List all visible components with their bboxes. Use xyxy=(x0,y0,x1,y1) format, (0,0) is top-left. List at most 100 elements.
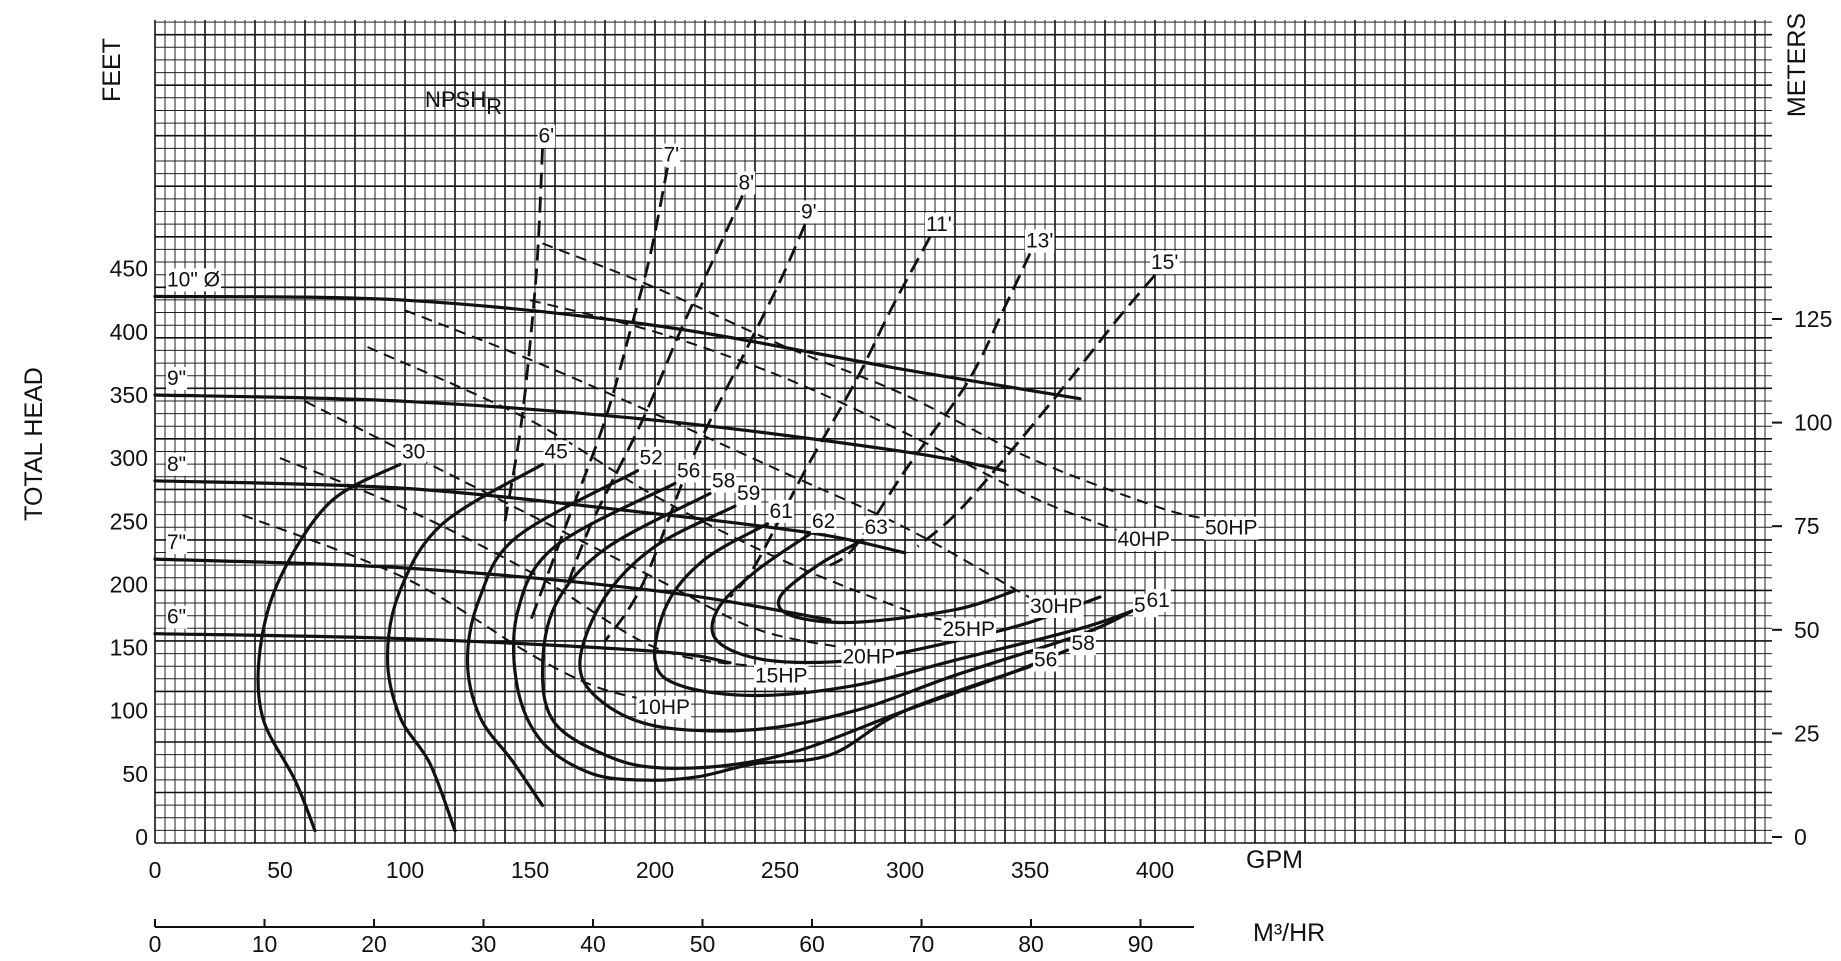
efficiency-label-59-top: 59 xyxy=(737,482,760,505)
power-curve-40hp xyxy=(529,299,1118,532)
efficiency-label-45-top-bg xyxy=(543,440,569,464)
curve-labels: 10" Ø9"8"7"6"304552565658585959616162631… xyxy=(166,124,1259,720)
chart-grid xyxy=(154,20,1772,844)
efficiency-curve-56 xyxy=(511,481,1032,782)
efficiency-curve-63 xyxy=(776,538,1017,625)
y2-tick-label: 50 xyxy=(1794,617,1820,643)
npsh-curve-7 xyxy=(528,167,669,623)
power-curve-20hp xyxy=(304,400,843,649)
npsh-label-11: 11' xyxy=(926,213,952,236)
efficiency-curve-61 xyxy=(652,522,1145,698)
axes: FEET TOTAL HEAD METERS GPM M³/HR 0 10 20 30… xyxy=(20,13,1832,957)
impeller-label-8-bg xyxy=(166,452,188,476)
x-tick-label: 0 xyxy=(149,857,162,883)
efficiency-label-61-top-bg xyxy=(768,499,794,523)
npsh-label-7: 7' xyxy=(664,144,680,167)
impeller-label-7-bg xyxy=(166,531,188,555)
power-label-30hp-bg xyxy=(1029,595,1084,618)
impeller-label-7: 7" xyxy=(167,531,186,554)
y2-tick-label: 25 xyxy=(1794,720,1820,746)
npsh-label-9-bg xyxy=(800,200,818,224)
npsh-curve-9 xyxy=(603,223,807,642)
power-label-20hp: 20HP xyxy=(843,646,896,669)
x2-tick-label: 70 xyxy=(909,931,935,957)
power-label-40hp-bg xyxy=(1116,528,1172,552)
power-curves xyxy=(242,242,1206,700)
x2-tick-label: 0 xyxy=(149,931,162,957)
x-tick-label: 400 xyxy=(1136,857,1174,883)
efficiency-label-62-top-bg xyxy=(811,509,837,533)
y-tick-label: 100 xyxy=(110,698,148,724)
x2-tick-label: 20 xyxy=(361,931,387,957)
x-tick-label: 300 xyxy=(886,857,924,883)
efficiency-label-63-top-bg xyxy=(863,516,889,540)
npsh-curve-15 xyxy=(916,274,1157,548)
power-label-10hp-bg xyxy=(636,696,692,720)
npsh-label-7-bg xyxy=(662,143,681,167)
x2-axis-ticks: 0 10 20 30 40 50 60 70 80 90 xyxy=(149,919,1153,957)
power-curve-25hp xyxy=(367,346,943,621)
npsh-label-15: 15' xyxy=(1151,251,1178,274)
efficiency-label-56-right: 56 xyxy=(1034,649,1057,672)
npsh-curve-6 xyxy=(503,148,544,522)
npsh-curve-11 xyxy=(728,236,932,598)
power-label-50hp-bg xyxy=(1204,516,1259,540)
impeller-head-curves xyxy=(153,294,1082,665)
efficiency-label-30-top: 30 xyxy=(402,440,425,463)
y-tick-label: 150 xyxy=(110,635,148,661)
npsh-label-8: 8' xyxy=(739,171,755,194)
npsh-label-9: 9' xyxy=(801,200,817,223)
impeller-curve-7 xyxy=(153,557,832,622)
npsh-label-11-bg xyxy=(925,213,953,237)
efficiency-curve-30 xyxy=(256,462,402,833)
power-curve-50hp xyxy=(542,242,1206,520)
npsh-label-13-bg xyxy=(1025,229,1055,253)
efficiency-label-61-right: 61 xyxy=(1147,589,1170,612)
efficiency-curve-52 xyxy=(465,469,640,807)
x2-tick-label: 60 xyxy=(799,931,825,957)
y-tick-label: 50 xyxy=(122,761,148,787)
y-tick-label: 300 xyxy=(110,445,148,471)
efficiency-label-61-top: 61 xyxy=(770,500,793,523)
x2-tick-label: 40 xyxy=(580,931,606,957)
efficiency-label-58-right-bg xyxy=(1070,632,1096,656)
x2-axis-unit-m3hr: M³/HR xyxy=(1253,919,1325,947)
efficiency-label-58-top-bg xyxy=(711,469,737,493)
y2-tick-label: 75 xyxy=(1794,513,1820,539)
efficiency-label-56-right-bg xyxy=(1033,648,1059,672)
npsh-label-15-bg xyxy=(1150,251,1180,274)
efficiency-label-30-top-bg xyxy=(401,440,427,464)
power-label-50hp: 50HP xyxy=(1205,517,1258,540)
efficiency-curve-62 xyxy=(710,532,1102,665)
y-right-unit-label: METERS xyxy=(1783,13,1811,117)
power-label-25hp: 25HP xyxy=(943,618,996,641)
impeller-label-6: 6" xyxy=(167,606,186,629)
y2-tick-label: 125 xyxy=(1794,306,1832,332)
power-label-30hp: 30HP xyxy=(1030,595,1083,618)
power-curve-10hp xyxy=(242,513,638,700)
efficiency-label-56-top: 56 xyxy=(677,459,700,482)
x2-tick-label: 10 xyxy=(252,931,278,957)
impeller-label-10: 10" Ø xyxy=(167,268,220,291)
efficiency-curve-58 xyxy=(540,491,1070,770)
efficiency-label-45-top: 45 xyxy=(545,440,568,463)
npsh-label-6-bg xyxy=(537,124,556,148)
efficiency-label-61-right-bg xyxy=(1145,589,1171,613)
efficiency-curves xyxy=(256,462,1145,833)
power-label-10hp: 10HP xyxy=(638,696,691,719)
y-left-unit-label: FEET xyxy=(98,38,126,102)
power-label-20hp-bg xyxy=(841,645,897,669)
y2-tick-label: 0 xyxy=(1794,824,1807,850)
x-tick-label: 350 xyxy=(1011,857,1049,883)
efficiency-label-56-top-bg xyxy=(676,459,702,483)
x-tick-label: 200 xyxy=(636,857,674,883)
y-tick-label: 250 xyxy=(110,508,148,534)
impeller-curve-6 xyxy=(153,632,732,665)
y-tick-label: 0 xyxy=(135,824,148,850)
power-label-15hp: 15HP xyxy=(755,665,808,688)
impeller-curve-8 xyxy=(153,479,907,555)
y-tick-label: 450 xyxy=(110,256,148,282)
power-curve-30hp xyxy=(404,309,1032,599)
efficiency-label-52-top: 52 xyxy=(640,447,663,470)
